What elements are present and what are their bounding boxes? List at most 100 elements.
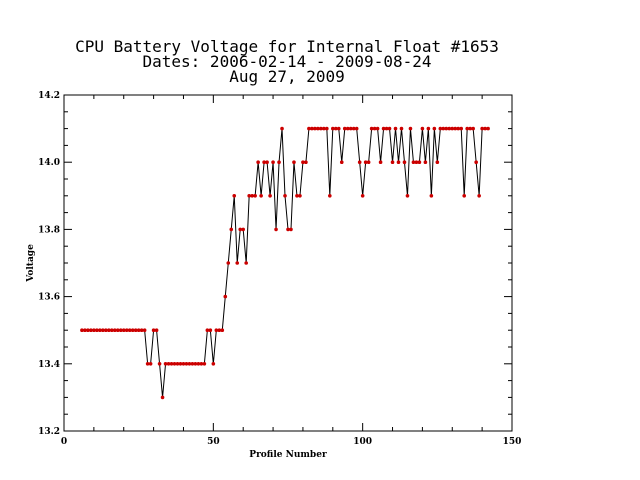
data-point <box>208 328 213 333</box>
data-point <box>471 126 475 131</box>
data-point <box>474 160 478 164</box>
data-point <box>184 362 189 366</box>
data-point <box>351 126 356 131</box>
data-point <box>348 126 353 131</box>
data-point <box>127 328 132 333</box>
data-point <box>247 194 251 198</box>
data-point <box>142 328 147 333</box>
data-point <box>331 126 335 131</box>
data-point <box>310 126 314 131</box>
data-point <box>92 328 96 333</box>
data-point <box>444 126 449 131</box>
data-point <box>256 160 260 164</box>
data-point <box>357 160 362 164</box>
data-point <box>307 126 311 131</box>
data-point <box>259 194 263 198</box>
data-point <box>384 126 389 131</box>
data-point <box>345 126 350 131</box>
data-point <box>387 126 392 131</box>
data-point <box>187 362 192 366</box>
data-point <box>432 126 437 131</box>
x-axis-ticks: 0 50 100 150 <box>61 95 521 447</box>
y-tick-label: 13.4 <box>38 360 60 370</box>
data-point <box>166 362 171 366</box>
data-point <box>328 194 332 198</box>
plot-frame <box>63 94 513 432</box>
data-point <box>381 126 386 131</box>
data-point <box>462 194 467 198</box>
data-point <box>366 160 371 164</box>
data-point <box>298 194 302 198</box>
data-point <box>483 126 487 131</box>
data-point <box>145 362 150 366</box>
data-point <box>178 362 183 366</box>
data-point <box>420 126 425 131</box>
data-point <box>486 126 490 131</box>
data-point <box>447 126 452 131</box>
data-point <box>199 362 204 366</box>
x-axis-label: Profile Number <box>249 450 327 460</box>
data-point <box>238 227 243 232</box>
data-point <box>190 362 195 366</box>
data-point <box>271 160 275 164</box>
data-point <box>89 328 93 333</box>
data-point <box>426 126 431 131</box>
data-point <box>121 328 126 333</box>
data-point <box>393 126 398 131</box>
data-point <box>136 328 141 333</box>
data-point <box>118 328 123 333</box>
data-point <box>396 160 401 164</box>
data-point <box>112 328 117 333</box>
y-tick-label: 13.8 <box>38 225 60 235</box>
data-point <box>151 328 156 333</box>
data-point <box>154 328 159 333</box>
data-point <box>414 160 419 164</box>
data-point <box>139 328 144 333</box>
data-point <box>104 328 108 333</box>
x-tick-label: 50 <box>207 437 220 447</box>
data-point <box>148 362 153 366</box>
data-point <box>283 194 287 198</box>
data-point <box>438 126 443 131</box>
data-point <box>360 194 365 198</box>
data-point <box>465 126 470 131</box>
chart-title: CPU Battery Voltage for Internal Float #… <box>75 37 499 86</box>
data-point <box>124 328 129 333</box>
data-point <box>274 227 278 232</box>
data-point <box>459 126 464 131</box>
data-point <box>292 160 296 164</box>
data-point <box>232 194 237 198</box>
data-point <box>417 160 422 164</box>
data-point <box>172 362 177 366</box>
series-line <box>81 128 489 398</box>
data-point <box>196 362 201 366</box>
y-axis-ticks: 13.2 13.4 13.6 13.8 14.0 14.2 <box>38 91 512 437</box>
data-point <box>109 328 114 333</box>
title-line-2: Dates: 2006-02-14 - 2009-08-24 <box>143 52 432 71</box>
data-point <box>223 294 228 299</box>
data-point <box>253 194 257 198</box>
data-point <box>163 362 168 366</box>
data-point <box>241 227 245 232</box>
data-point <box>160 395 165 400</box>
data-point <box>313 126 317 131</box>
data-point <box>363 160 368 164</box>
data-point <box>456 126 461 131</box>
data-point <box>235 261 240 265</box>
data-point <box>333 126 338 131</box>
data-point <box>268 194 272 198</box>
data-point <box>205 328 210 333</box>
data-point <box>399 126 404 131</box>
data-point <box>480 126 484 131</box>
title-line-1: CPU Battery Voltage for Internal Float #… <box>75 37 499 56</box>
data-point <box>133 328 138 333</box>
data-point <box>429 194 434 198</box>
y-axis-label: Voltage <box>26 244 36 283</box>
data-point <box>289 227 293 232</box>
data-point <box>301 160 305 164</box>
data-point <box>372 126 377 131</box>
x-tick-label: 100 <box>353 437 372 447</box>
data-point <box>295 194 299 198</box>
data-point <box>265 160 269 164</box>
data-point <box>402 160 407 164</box>
